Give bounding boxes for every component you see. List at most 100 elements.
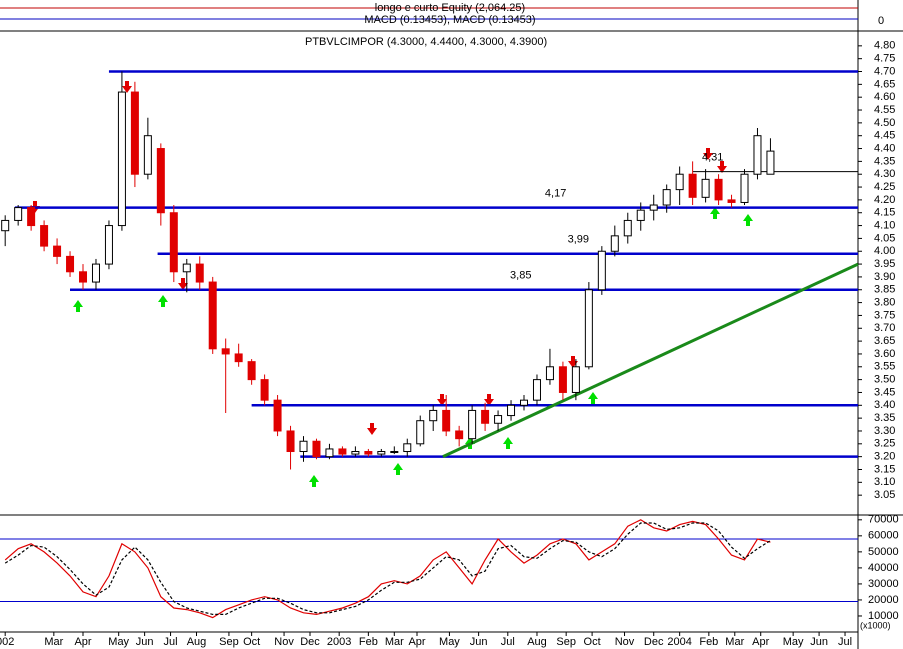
y-tick-label: 4.40 — [874, 142, 895, 154]
oscillator-line — [4, 522, 771, 615]
y-tick-label: 40000 — [868, 562, 899, 574]
x-tick-label: 2003 — [327, 636, 351, 648]
candle-body — [597, 250, 606, 291]
y-tick-label: 3.05 — [874, 489, 895, 501]
indicator-subtitle: MACD (0.13453), MACD (0.13453) — [364, 14, 535, 26]
candle-body — [377, 451, 386, 455]
y-tick-label: 70000 — [868, 514, 899, 526]
x-tick-label: Aug — [527, 636, 547, 648]
x-tick-label: Jun — [470, 636, 488, 648]
candle-body — [247, 361, 256, 381]
x-tick-label: Mar — [385, 636, 404, 648]
indicator-title: longo e curto Equity (2,064.25) — [375, 2, 525, 14]
candle-body — [403, 443, 412, 453]
candle-body — [714, 178, 723, 201]
candle-body — [14, 207, 23, 221]
y-tick-label: 3.70 — [874, 322, 895, 334]
y-tick-label: 60000 — [868, 530, 899, 542]
x-tick-label: Mar — [725, 636, 744, 648]
candle-body — [558, 366, 567, 393]
y-tick-label: 4.65 — [874, 78, 895, 90]
candle-body — [727, 199, 736, 203]
candle-body — [286, 430, 295, 453]
candle-body — [221, 348, 230, 355]
x-tick-label: Mar — [44, 636, 63, 648]
y-tick-label: 4.00 — [874, 245, 895, 257]
candle-body — [507, 404, 516, 417]
y-tick-label: 4.50 — [874, 117, 895, 129]
candle-body — [532, 379, 541, 401]
y-tick-label: 4.35 — [874, 155, 895, 167]
candle-body — [688, 173, 697, 198]
candle-body — [390, 451, 399, 454]
y-tick-label: 3.90 — [874, 271, 895, 283]
x-tick-label: Feb — [359, 636, 378, 648]
candle-body — [351, 451, 360, 455]
candle-body — [40, 225, 49, 247]
y-tick-label: 3.65 — [874, 335, 895, 347]
candle-body — [104, 225, 113, 265]
x-tick-label: 002 — [0, 636, 14, 648]
candle-body — [520, 399, 529, 406]
candle-body — [740, 173, 749, 203]
x-tick-label: Jun — [136, 636, 154, 648]
candle-body — [208, 281, 217, 350]
y-tick-label: 3.10 — [874, 476, 895, 488]
candle-body — [169, 212, 178, 273]
oscillator-line — [4, 519, 771, 619]
candle-body — [468, 409, 477, 440]
y-tick-label: 3.85 — [874, 284, 895, 296]
candle-body — [260, 379, 269, 401]
y-tick-label: 4.05 — [874, 232, 895, 244]
x-tick-label: Jul — [501, 636, 515, 648]
level-label: 4,17 — [545, 188, 566, 200]
y-tick-label: 4.70 — [874, 65, 895, 77]
candle-body — [79, 271, 88, 283]
chart-title: PTBVLCIMPOR (4.3000, 4.4400, 4.3000, 4.3… — [305, 36, 547, 48]
candle-body — [429, 409, 438, 422]
y-tick-label: 3.25 — [874, 438, 895, 450]
candle-body — [299, 440, 308, 453]
x-tick-label: May — [439, 636, 460, 648]
candle-body — [584, 289, 593, 368]
x-tick-label: Apr — [408, 636, 425, 648]
x-tick-label: 2004 — [667, 636, 691, 648]
candle-body — [91, 263, 100, 283]
y-tick-label: 3.40 — [874, 399, 895, 411]
x-tick-label: Jul — [838, 636, 852, 648]
x-tick-label: Feb — [699, 636, 718, 648]
x-tick-label: Jun — [810, 636, 828, 648]
level-label: 4,31 — [702, 152, 723, 164]
candle-body — [636, 209, 645, 221]
candle-body — [416, 420, 425, 445]
y-tick-label: 4.30 — [874, 168, 895, 180]
x-tick-label: Oct — [243, 636, 260, 648]
trendline — [442, 262, 859, 459]
candle-body — [273, 399, 282, 432]
candle-body — [117, 91, 126, 227]
candle-body — [662, 189, 671, 206]
x-tick-label: Aug — [187, 636, 207, 648]
y-tick-label: 4.10 — [874, 219, 895, 231]
y-tick-label: 3.30 — [874, 425, 895, 437]
candle-body — [1, 219, 10, 232]
x-tick-label: Apr — [752, 636, 769, 648]
candle-body — [325, 448, 334, 458]
y-tick-label: 3.20 — [874, 451, 895, 463]
x-tick-label: Sep — [556, 636, 576, 648]
candle-body — [195, 263, 204, 283]
unit-label: (x1000) — [860, 620, 891, 630]
y-tick-label: 3.15 — [874, 463, 895, 475]
y-tick-label: 10000 — [868, 610, 899, 622]
candle-body — [143, 135, 152, 175]
candle-body — [66, 255, 75, 273]
level-label: 3,99 — [568, 234, 589, 246]
y-tick-label: 3.50 — [874, 374, 895, 386]
candle-body — [701, 178, 710, 198]
y-tick-label: 4.25 — [874, 181, 895, 193]
y-tick-label: 50000 — [868, 546, 899, 558]
y-tick-label: 3.45 — [874, 386, 895, 398]
candle-body — [312, 440, 321, 458]
level-label: 3,85 — [510, 270, 531, 282]
candle-body — [130, 91, 139, 175]
